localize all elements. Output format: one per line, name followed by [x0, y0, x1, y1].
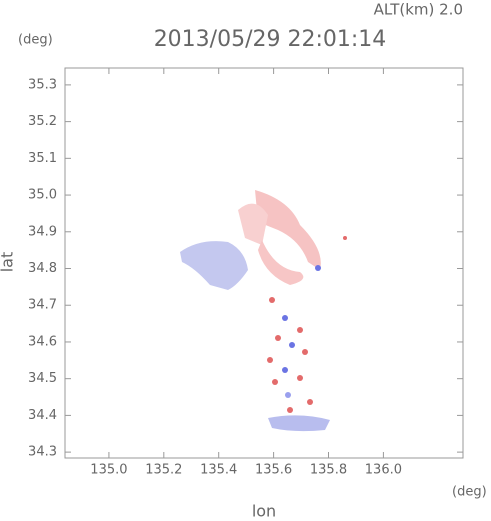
plot-frame [64, 67, 464, 459]
chart-title: 2013/05/29 22:01:14 [154, 27, 387, 52]
y-tick-label: 34.5 [28, 371, 57, 386]
x-tick-label: 135.4 [200, 463, 237, 478]
y-axis-label: lat [0, 252, 17, 273]
y-tick-label: 34.8 [28, 261, 57, 276]
echo [267, 357, 273, 363]
x-tick-label: 135.0 [90, 463, 127, 478]
echo [268, 415, 330, 432]
altitude-label: ALT(km) 2.0 [374, 1, 463, 19]
echo [275, 335, 281, 341]
y-tick-label: 35.3 [28, 77, 57, 92]
y-unit: (deg) [18, 33, 53, 48]
y-tick-label: 34.3 [28, 445, 57, 460]
x-unit: (deg) [452, 485, 487, 500]
echo [297, 375, 303, 381]
echo [258, 240, 304, 285]
echo [180, 241, 248, 290]
echo [285, 392, 291, 398]
echo [307, 399, 313, 405]
echo [272, 379, 278, 385]
y-tick-label: 34.9 [28, 224, 57, 239]
echo [238, 203, 268, 245]
y-tick-label: 34.7 [28, 298, 57, 313]
echo-field [180, 190, 347, 432]
echo [302, 349, 308, 355]
echo [269, 297, 275, 303]
y-tick-label: 35.0 [28, 188, 57, 203]
x-tick-label: 135.2 [145, 463, 182, 478]
echo [287, 407, 293, 413]
y-tick-label: 35.1 [28, 151, 57, 166]
echo [315, 265, 321, 271]
echo [255, 190, 321, 270]
x-tick-label: 135.6 [255, 463, 292, 478]
x-tick-label: 135.8 [310, 463, 347, 478]
y-tick-label: 34.6 [28, 334, 57, 349]
echo [297, 327, 303, 333]
x-axis-label: lon [252, 502, 276, 521]
echo [282, 315, 288, 321]
echo [282, 367, 288, 373]
x-tick-label: 136.0 [365, 463, 402, 478]
echo [289, 342, 295, 348]
y-tick-label: 35.2 [28, 114, 57, 129]
y-tick-label: 34.4 [28, 408, 57, 423]
echo [343, 236, 347, 240]
